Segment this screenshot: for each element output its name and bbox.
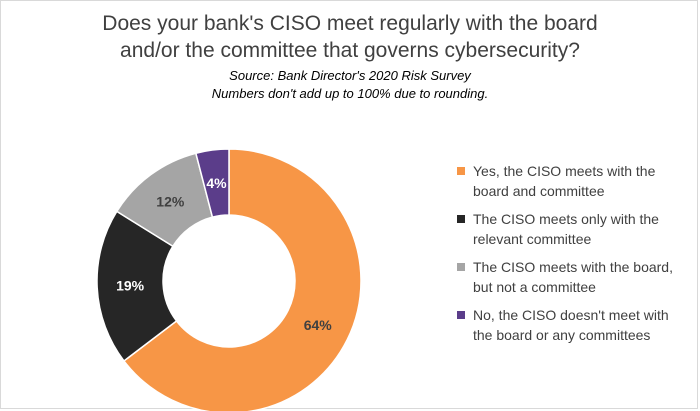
legend-item-2: The CISO meets with the board, but not a … — [457, 257, 687, 297]
donut-slice-1 — [96, 210, 178, 362]
legend-label-3-line-0: No, the CISO doesn't meet with — [473, 307, 669, 323]
chart-title-line-1: Does your bank's CISO meet regularly wit… — [102, 12, 598, 35]
legend-item-0: Yes, the CISO meets with the board and co… — [457, 161, 687, 201]
donut-data-label-2: 12% — [156, 193, 185, 209]
donut-slice-3 — [194, 148, 230, 219]
legend-label-2-line-1: but not a committee — [473, 279, 596, 295]
legend-swatch-2 — [457, 263, 465, 271]
legend-swatch-0 — [457, 167, 465, 175]
donut-data-label-3: 4% — [206, 175, 227, 191]
legend-label-0-line-0: Yes, the CISO meets with the — [473, 163, 656, 179]
legend-swatch-1 — [457, 215, 465, 223]
donut-data-label-0: 64% — [304, 317, 333, 333]
legend-item-1: The CISO meets only with the relevant com… — [457, 209, 687, 249]
donut-slice-0 — [122, 148, 362, 411]
chart-title-line-2: and/or the committee that governs cybers… — [120, 39, 580, 62]
legend-label-2-line-0: The CISO meets with the board, — [473, 259, 673, 275]
chart-legend: Yes, the CISO meets with the board and co… — [457, 161, 687, 353]
chart-subtitle-note: Numbers don't add up to 100% due to roun… — [211, 86, 489, 101]
legend-label-3-line-1: the board or any committees — [473, 327, 651, 343]
legend-item-3: No, the CISO doesn't meet with the board … — [457, 305, 687, 345]
legend-label-0-line-1: board and committee — [473, 183, 605, 199]
donut-data-label-1: 19% — [116, 278, 145, 294]
legend-label-1-line-0: The CISO meets only with the — [473, 211, 659, 227]
chart-subtitle-source: Source: Bank Director's 2020 Risk Survey — [229, 68, 471, 83]
legend-label-1-line-1: relevant committee — [473, 231, 592, 247]
legend-swatch-3 — [457, 311, 465, 319]
